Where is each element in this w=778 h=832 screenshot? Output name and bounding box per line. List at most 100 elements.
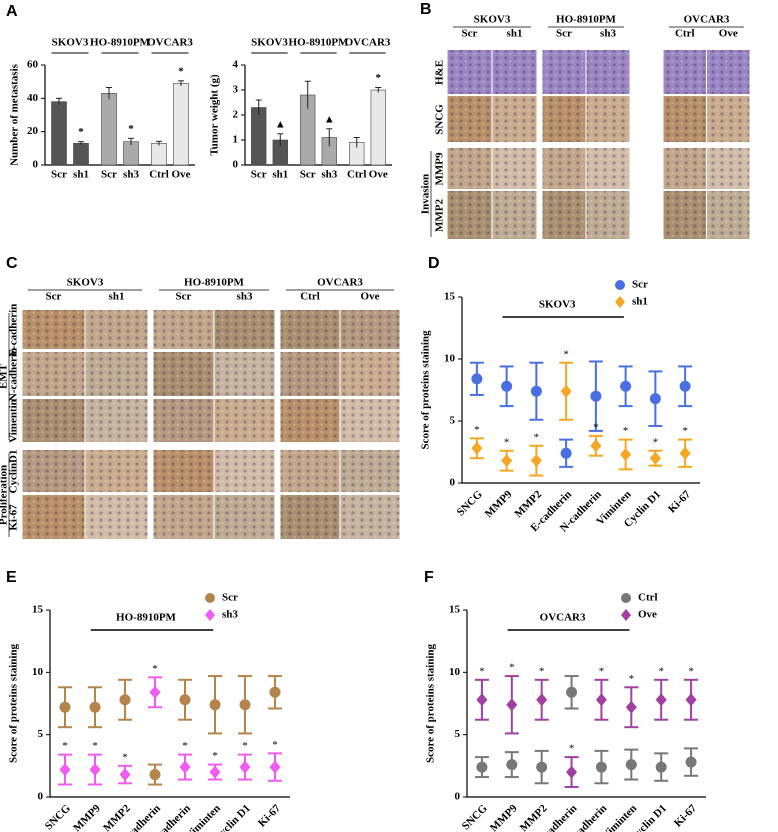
micrograph-texture [214, 310, 275, 349]
legend-marker [621, 609, 631, 621]
column-label: Ove [361, 291, 380, 303]
group-label: HO-8910PM [90, 37, 150, 49]
micrograph-texture [153, 399, 214, 442]
y-tick-label: 5 [38, 728, 44, 740]
point [560, 447, 572, 459]
y-axis-label: Score of proteins staining [425, 643, 437, 763]
legend-label: Scr [632, 279, 648, 291]
micrograph-texture [663, 96, 706, 142]
x-tick-label: sh1 [272, 169, 288, 181]
x-tick-label: Ove [172, 169, 191, 181]
significance: * [599, 665, 605, 677]
y-tick-label: 20 [27, 125, 39, 137]
panel-label: B [420, 1, 432, 18]
micrograph-texture [586, 191, 630, 239]
point [119, 694, 131, 706]
micrograph-texture [22, 495, 85, 539]
significance: * [534, 431, 540, 443]
group-label: OVCAR3 [147, 37, 193, 49]
significance: * [62, 740, 68, 752]
group-label: OVCAR3 [317, 277, 363, 289]
micrograph-texture [447, 50, 492, 94]
x-tick-label: Scr [101, 169, 117, 181]
y-axis-label: Score of proteins staining [420, 330, 432, 450]
panel-label: E [6, 569, 17, 586]
row-label: CyclinD1 [8, 450, 20, 494]
y-tick-label: 0 [38, 791, 44, 803]
point [59, 763, 71, 777]
micrograph-texture [22, 450, 85, 492]
point [655, 693, 667, 707]
significance: ▲ [324, 113, 335, 125]
micrograph-texture [707, 191, 750, 239]
significance: * [593, 421, 599, 433]
point [471, 373, 483, 385]
group-label: SKOV3 [474, 14, 511, 26]
y-axis-label: Tumor weight (g) [209, 74, 221, 156]
significance: * [182, 740, 188, 752]
micrograph-texture [340, 310, 400, 349]
y-tick-label: 0 [233, 159, 239, 171]
micrograph-texture [492, 96, 537, 142]
x-tick-label: SNCG [460, 802, 490, 832]
significance: * [479, 665, 485, 677]
row-label: E-cadherin [8, 304, 20, 357]
point [179, 760, 191, 774]
micrograph-texture [280, 310, 340, 349]
row-label: SNCG [434, 104, 446, 135]
point [560, 384, 572, 398]
point [595, 693, 607, 707]
point [536, 761, 548, 773]
significance: * [569, 743, 575, 755]
row-label: MMP2 [434, 199, 446, 232]
y-axis-label: Number of metastasis [9, 63, 21, 166]
micrograph-texture [85, 399, 148, 442]
micrograph-texture [586, 96, 630, 142]
chart-title: SKOV3 [539, 299, 576, 311]
y-tick-label: 15 [32, 604, 44, 616]
micrograph-texture [663, 191, 706, 239]
micrograph-texture [340, 399, 400, 442]
micrograph-texture [492, 50, 537, 94]
legend-marker [615, 280, 625, 290]
significance: * [92, 740, 98, 752]
micrograph-texture [340, 352, 400, 396]
micrograph-texture [280, 352, 340, 396]
legend-marker [205, 609, 215, 621]
y-tick-label: 15 [444, 291, 456, 303]
legend-label: sh3 [222, 609, 238, 621]
x-tick-label: Ki-67 [256, 802, 283, 829]
legend-marker [205, 593, 215, 603]
column-label: Ctrl [300, 291, 320, 303]
group-label: SKOV3 [67, 277, 104, 289]
micrograph-texture [214, 352, 275, 396]
point [649, 451, 661, 465]
significance: * [623, 425, 629, 437]
column-label: Scr [46, 291, 62, 303]
y-tick-label: 2 [233, 109, 239, 121]
point [239, 760, 251, 774]
column-label: Scr [556, 28, 572, 40]
x-tick-label: Viminten [600, 802, 639, 832]
x-tick-label: SNCG [43, 802, 73, 832]
significance: * [78, 126, 84, 138]
legend-label: Ove [638, 609, 657, 621]
y-tick-label: 10 [444, 353, 456, 365]
point [209, 699, 221, 711]
column-label: Ove [719, 28, 738, 40]
point [239, 699, 251, 711]
column-label: sh1 [109, 291, 125, 303]
micrograph-texture [663, 50, 706, 94]
micrograph-texture [492, 148, 537, 189]
micrograph-texture [214, 495, 275, 539]
micrograph-texture [542, 148, 586, 189]
point [149, 769, 161, 781]
point [620, 447, 632, 461]
micrograph-texture [663, 148, 706, 189]
significance: * [152, 663, 158, 675]
point [595, 761, 607, 773]
significance: * [539, 665, 545, 677]
micrograph-texture [85, 450, 148, 492]
bar [370, 89, 386, 166]
significance: * [682, 425, 688, 437]
